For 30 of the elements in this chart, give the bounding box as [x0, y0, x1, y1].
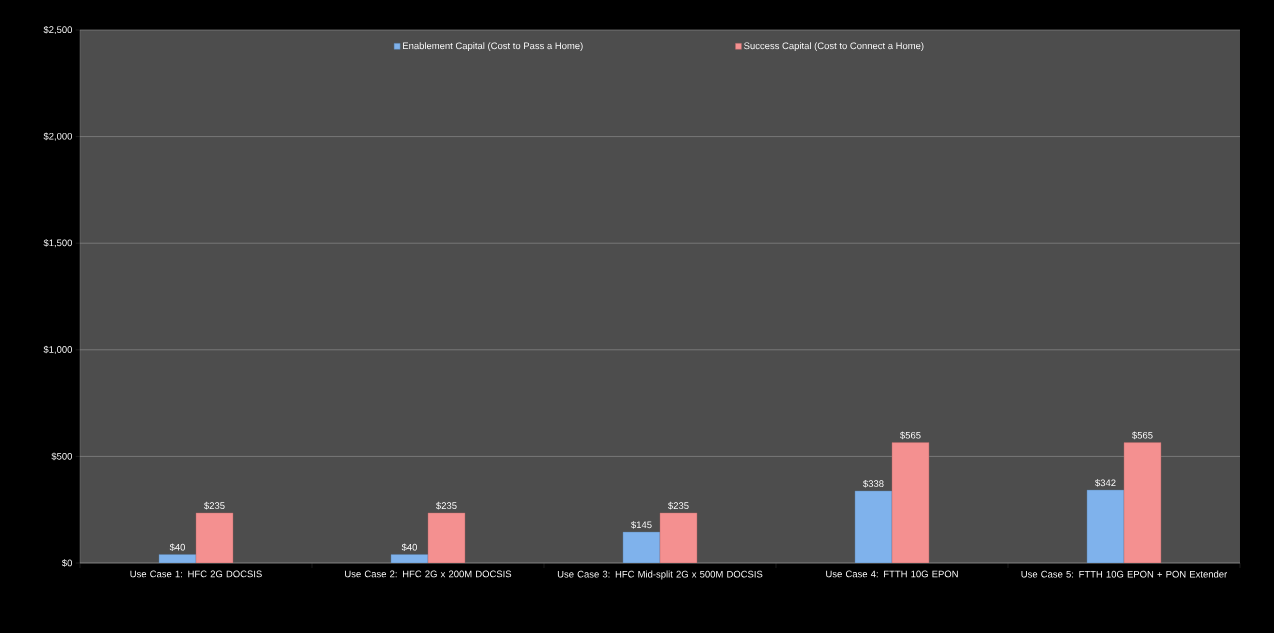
- x-tick-label: Use Case 5: FTTH 10G EPON + PON Extender: [1021, 570, 1228, 578]
- x-tick-label: Use Case 2: HFC 2G x 200M DOCSIS: [345, 570, 512, 578]
- y-tick-label: $2,500: [43, 25, 73, 35]
- data-label: $145: [631, 521, 652, 529]
- bar: [1123, 442, 1162, 563]
- x-tick-label: Use Case 1: HFC 2G DOCSIS: [130, 570, 262, 578]
- x-tick-label: Use Case 3: HFC Mid-split 2G x 500M DOCSIS: [557, 570, 763, 580]
- legend-label: Success Capital (Cost to Connect a Home): [744, 42, 924, 51]
- x-tick-label: Use Case 4: FTTH 10G EPON: [826, 570, 958, 578]
- y-tick-label: $0: [61, 559, 73, 567]
- data-label: $235: [204, 501, 225, 510]
- legend-label: Enablement Capital (Cost to Pass a Home): [403, 42, 583, 51]
- bar: [1086, 489, 1125, 563]
- data-label: $40: [401, 543, 418, 552]
- data-label: $338: [863, 479, 884, 488]
- data-label: $40: [169, 543, 186, 552]
- data-label: $342: [1095, 479, 1116, 487]
- data-label: $565: [900, 431, 921, 440]
- y-tick-label: $500: [51, 452, 73, 461]
- y-tick-label: $1,000: [43, 345, 73, 354]
- bar: [427, 512, 466, 563]
- data-label: $565: [1132, 431, 1153, 440]
- data-label: $235: [436, 501, 457, 510]
- y-tick-label: $1,500: [43, 239, 73, 248]
- bar: [854, 490, 893, 563]
- y-tick-label: $2,000: [43, 132, 73, 141]
- bar: [659, 512, 698, 563]
- bar: [891, 442, 930, 563]
- bar: [195, 512, 234, 563]
- data-label: $235: [668, 501, 689, 510]
